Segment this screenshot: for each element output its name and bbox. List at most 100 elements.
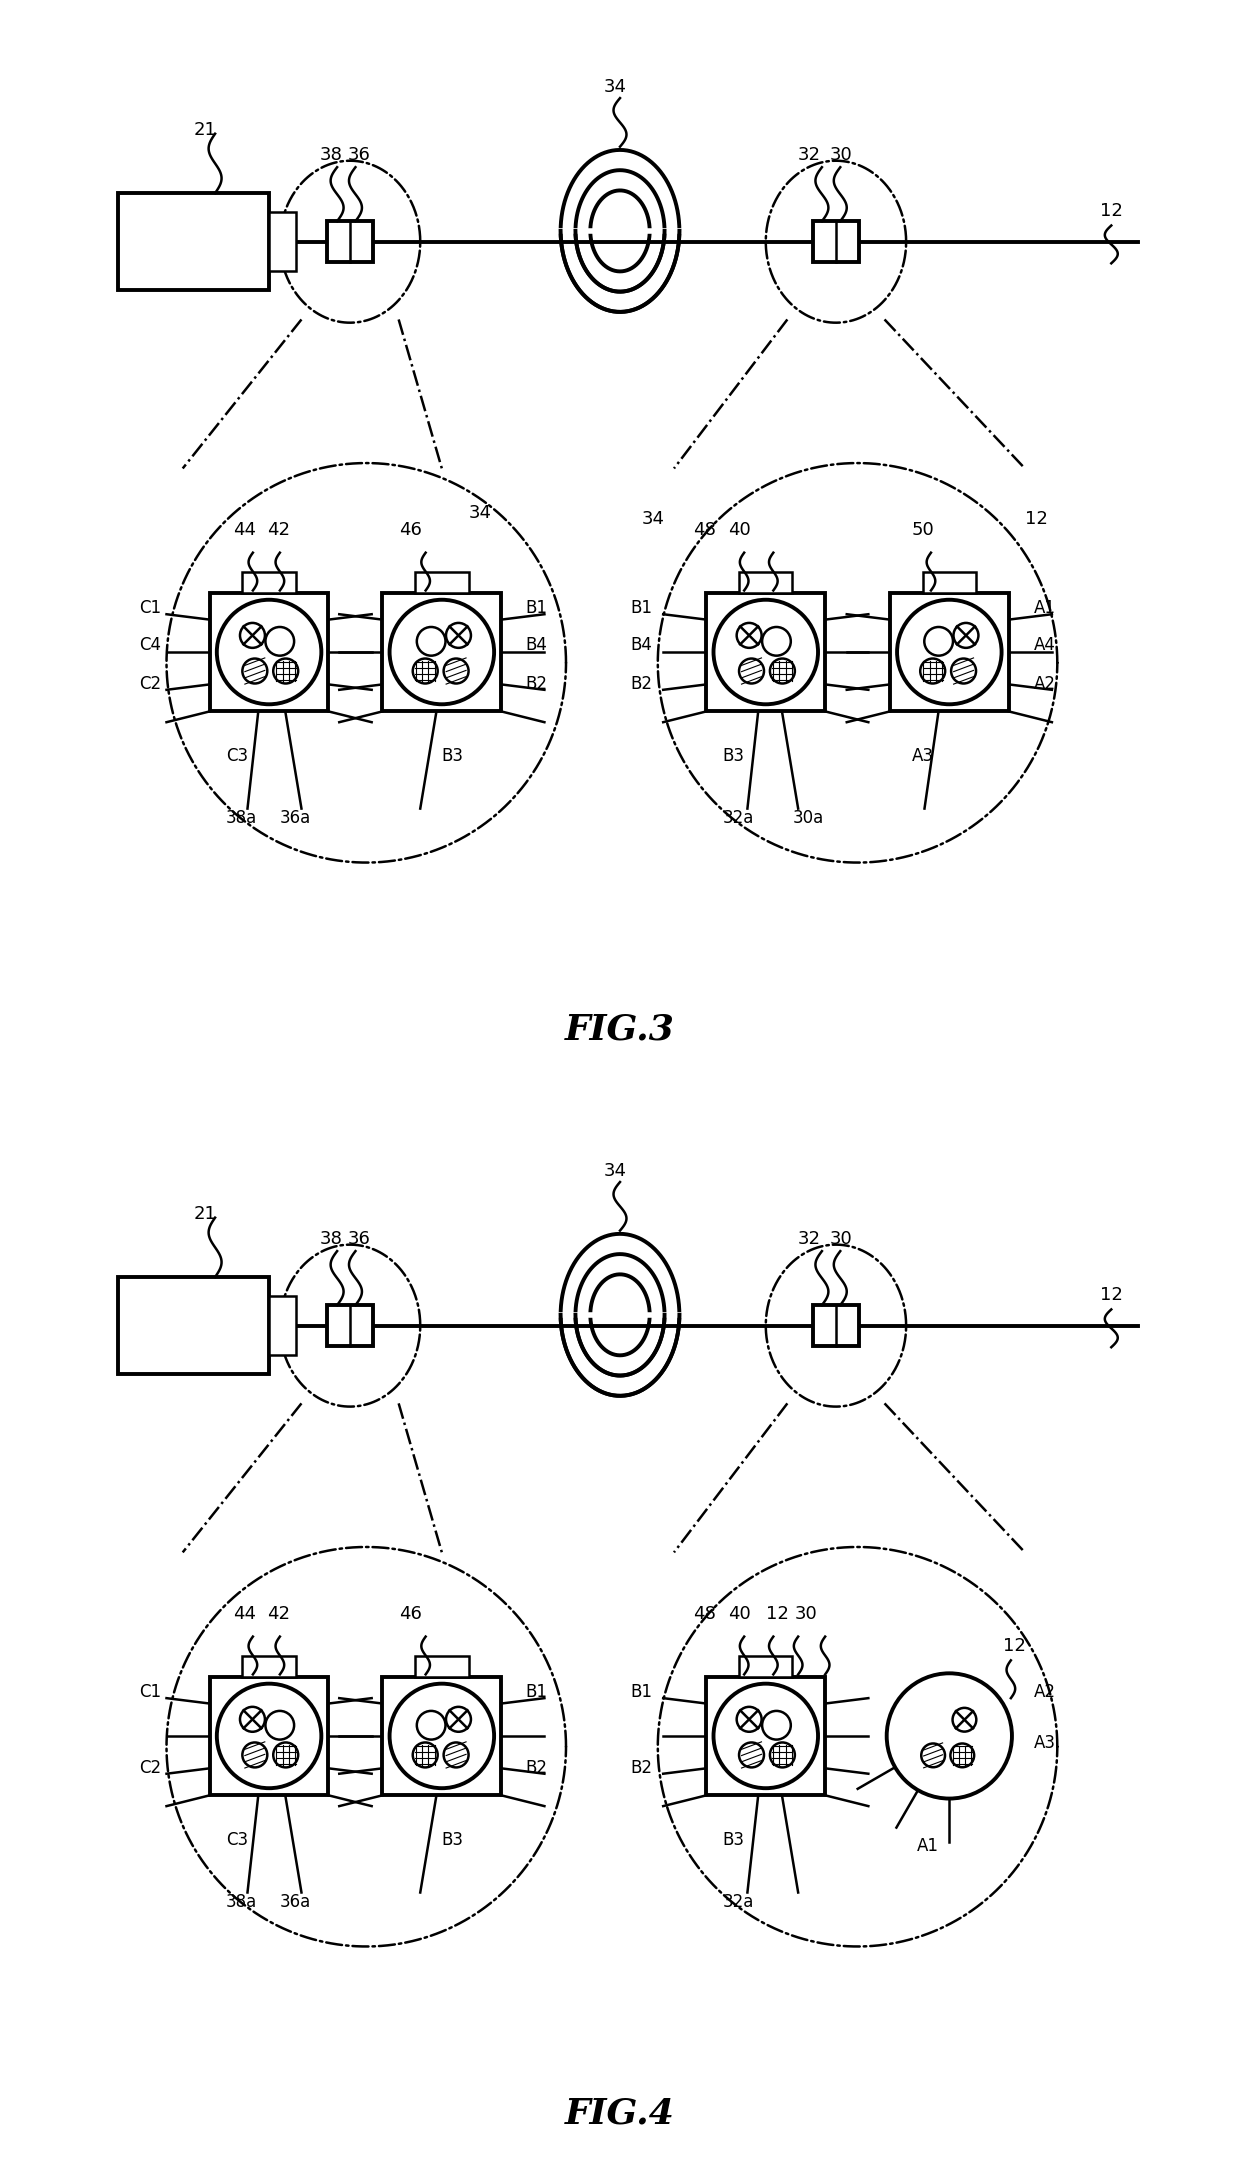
Bar	[923, 573, 976, 593]
Bar	[707, 1677, 825, 1796]
Text: 32: 32	[799, 1229, 821, 1249]
Text: B2: B2	[631, 675, 652, 693]
Circle shape	[924, 628, 954, 656]
Text: 34: 34	[641, 510, 665, 528]
Text: B1: B1	[525, 1683, 547, 1701]
Text: 44: 44	[233, 1605, 257, 1622]
Text: 38: 38	[320, 146, 342, 163]
Text: 32a: 32a	[723, 808, 754, 828]
Text: 12: 12	[766, 1605, 789, 1622]
Circle shape	[444, 1742, 469, 1768]
Circle shape	[952, 1707, 976, 1731]
Bar	[269, 213, 296, 272]
Text: A3: A3	[1034, 1733, 1055, 1753]
Circle shape	[413, 1742, 438, 1768]
Circle shape	[265, 1712, 294, 1740]
Circle shape	[713, 1683, 818, 1788]
Text: 40: 40	[728, 1605, 750, 1622]
Circle shape	[770, 658, 795, 684]
Text: 21: 21	[193, 122, 216, 139]
Text: 12: 12	[1100, 1286, 1123, 1303]
Circle shape	[273, 1742, 298, 1768]
Text: B3: B3	[441, 747, 464, 765]
Text: C2: C2	[140, 1759, 161, 1777]
Circle shape	[446, 623, 471, 647]
Text: 38: 38	[320, 1229, 342, 1249]
Circle shape	[713, 599, 818, 704]
Text: 42: 42	[267, 1605, 290, 1622]
Bar	[890, 593, 1008, 712]
Text: C1: C1	[140, 1683, 161, 1701]
Bar	[382, 1677, 501, 1796]
Bar	[210, 593, 329, 712]
Bar	[415, 573, 469, 593]
Text: B1: B1	[631, 599, 652, 617]
Circle shape	[951, 658, 976, 684]
Text: 30a: 30a	[792, 808, 825, 828]
Bar	[118, 193, 269, 291]
Circle shape	[921, 1744, 945, 1768]
Text: 30: 30	[830, 146, 852, 163]
Bar	[415, 1657, 469, 1677]
Text: B3: B3	[723, 747, 744, 765]
Text: 40: 40	[728, 521, 750, 539]
Text: 30: 30	[795, 1605, 817, 1622]
Text: 34: 34	[604, 78, 626, 96]
Bar	[210, 1677, 329, 1796]
Text: A2: A2	[1034, 675, 1055, 693]
Circle shape	[737, 1707, 761, 1731]
Circle shape	[241, 1707, 265, 1731]
Circle shape	[739, 658, 764, 684]
Text: 34: 34	[469, 504, 492, 523]
Circle shape	[920, 658, 945, 684]
Text: C1: C1	[140, 599, 161, 617]
Text: A1: A1	[1034, 599, 1055, 617]
Text: A1: A1	[916, 1838, 939, 1855]
Text: B1: B1	[525, 599, 547, 617]
Circle shape	[954, 623, 978, 647]
Text: C3: C3	[226, 1831, 248, 1848]
Text: C4: C4	[140, 636, 161, 654]
Circle shape	[417, 628, 445, 656]
Circle shape	[887, 1672, 1012, 1798]
Text: 36a: 36a	[280, 808, 311, 828]
Text: B4: B4	[525, 636, 547, 654]
Text: 48: 48	[693, 1605, 717, 1622]
Circle shape	[417, 1712, 445, 1740]
Bar	[739, 1657, 792, 1677]
Text: 34: 34	[604, 1162, 626, 1179]
Text: 36: 36	[348, 1229, 371, 1249]
Circle shape	[770, 1742, 795, 1768]
Bar	[242, 1657, 296, 1677]
Text: 12: 12	[1100, 202, 1123, 219]
Text: FIG.4: FIG.4	[565, 2096, 675, 2131]
Circle shape	[950, 1744, 975, 1768]
Text: 12: 12	[1003, 1638, 1027, 1655]
Text: 46: 46	[398, 521, 422, 539]
Bar	[382, 593, 501, 712]
Bar	[707, 593, 825, 712]
Circle shape	[763, 628, 791, 656]
Text: B1: B1	[631, 1683, 652, 1701]
Text: B4: B4	[631, 636, 652, 654]
Text: A3: A3	[911, 747, 934, 765]
Circle shape	[737, 623, 761, 647]
Text: 42: 42	[267, 521, 290, 539]
Text: B2: B2	[525, 1759, 547, 1777]
Circle shape	[241, 623, 265, 647]
Text: 36a: 36a	[280, 1892, 311, 1911]
Text: 21: 21	[193, 1205, 216, 1223]
Circle shape	[389, 599, 494, 704]
Circle shape	[217, 599, 321, 704]
Circle shape	[265, 628, 294, 656]
Text: 12: 12	[1025, 510, 1048, 528]
Circle shape	[897, 599, 1002, 704]
Text: 32: 32	[799, 146, 821, 163]
Bar	[327, 222, 373, 263]
Text: B2: B2	[525, 675, 547, 693]
Text: B2: B2	[631, 1759, 652, 1777]
Circle shape	[739, 1742, 764, 1768]
Text: 48: 48	[693, 521, 717, 539]
Text: FIG.3: FIG.3	[565, 1012, 675, 1047]
Bar	[327, 1305, 373, 1347]
